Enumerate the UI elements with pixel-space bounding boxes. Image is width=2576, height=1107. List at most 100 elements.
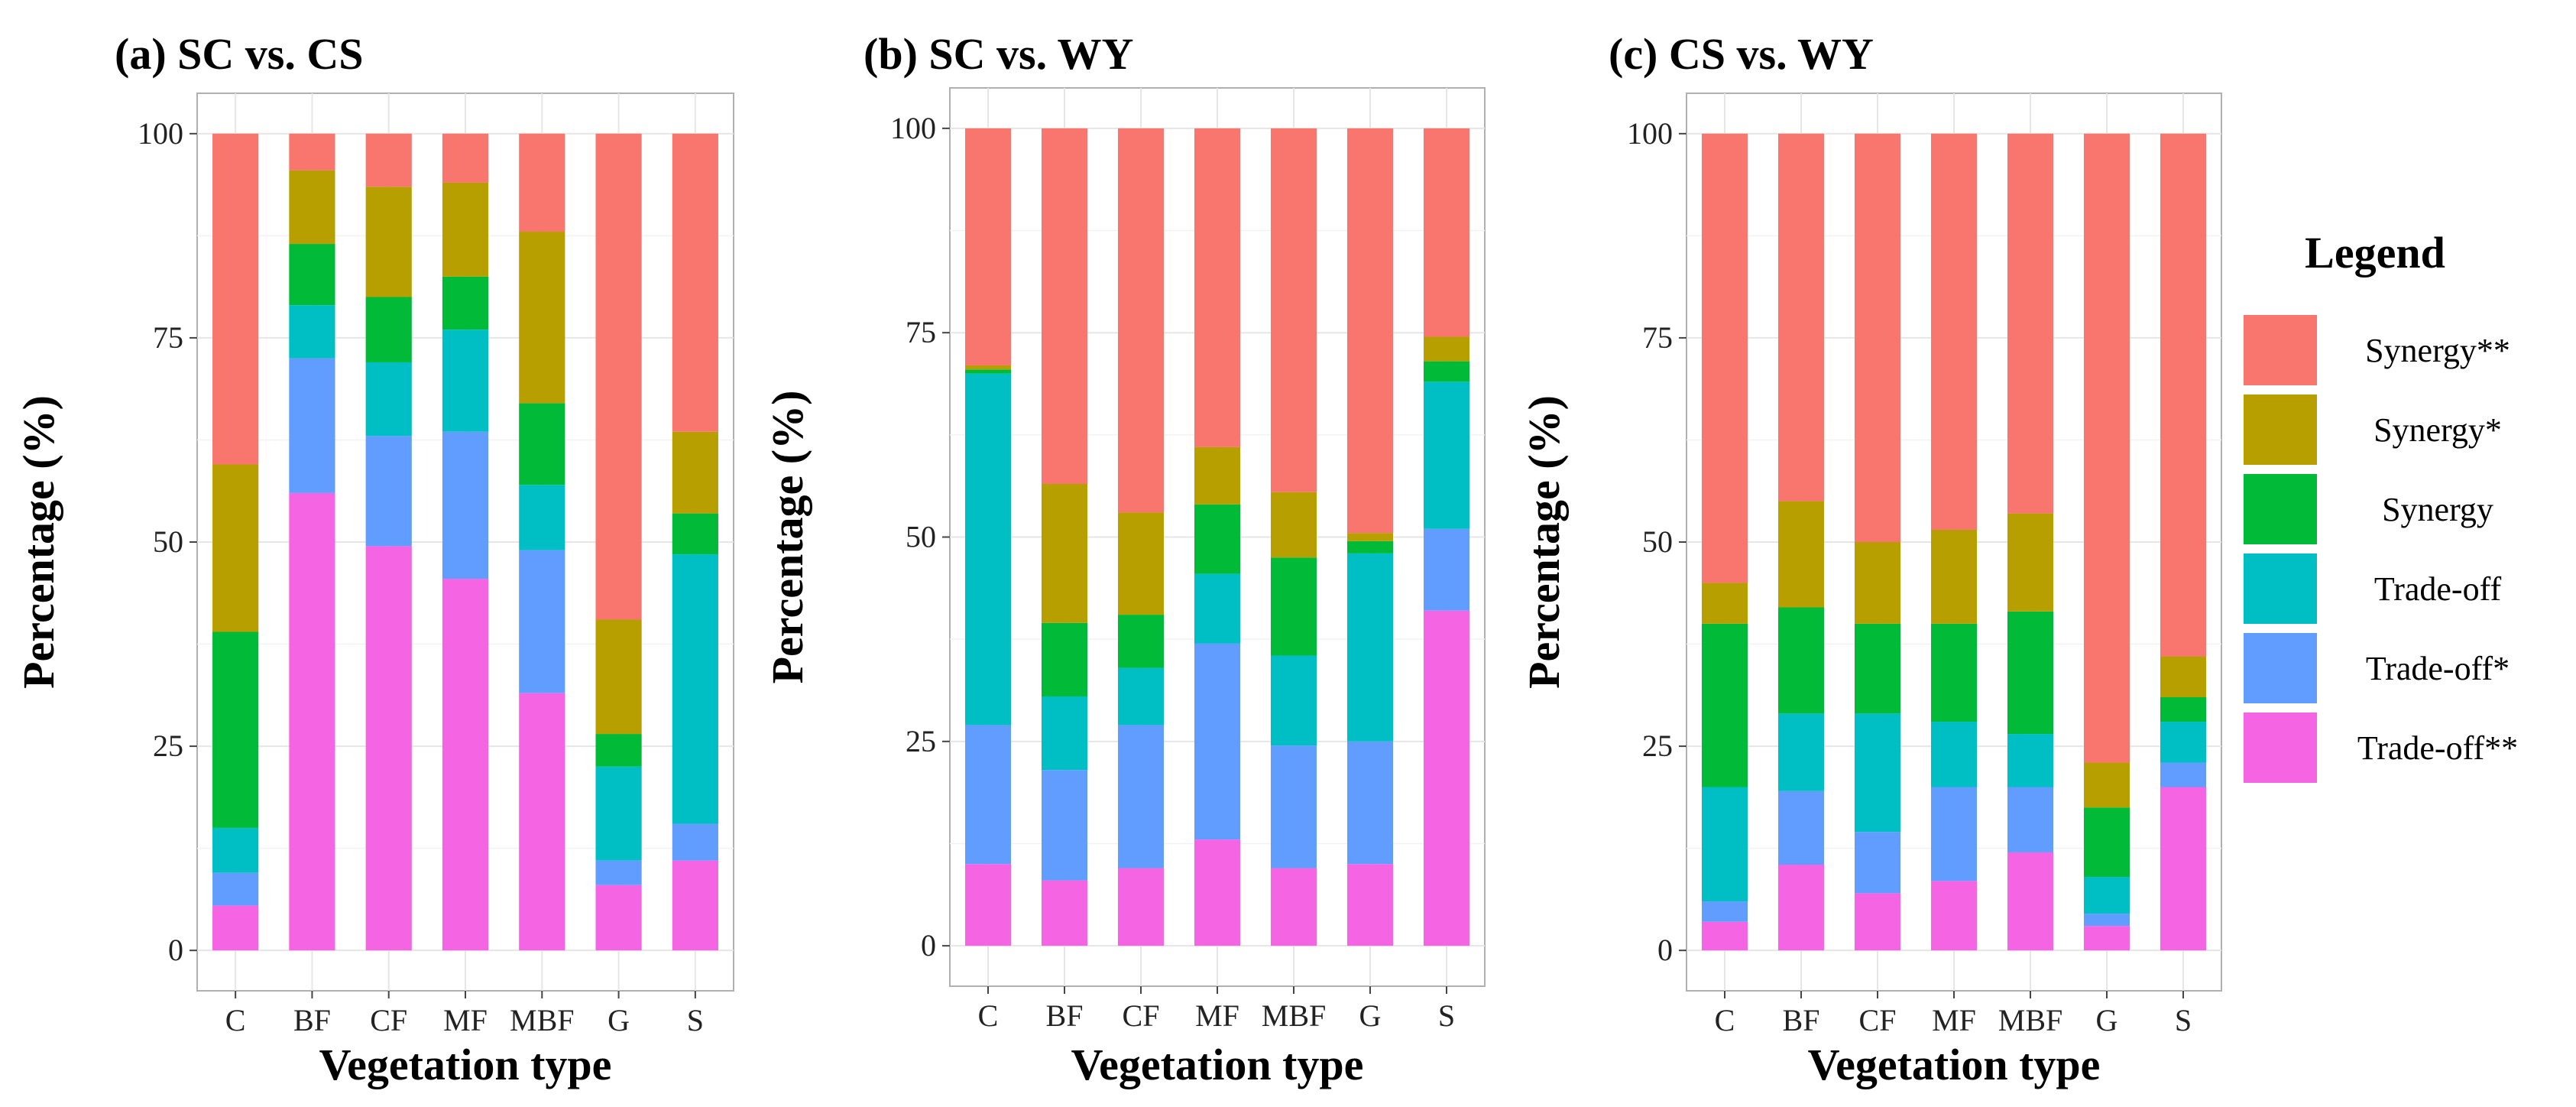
y-tick-label: 100 [1627,116,1673,151]
bar-segment-mbf-trade-offss [519,693,565,951]
bar-segment-mbf-synergyss [1271,128,1317,492]
bar-segment-mf-synergys [1931,529,1977,624]
bar-segment-mf-trade-offss [1931,881,1977,951]
bar-segment-cf-trade-offss [365,546,412,951]
bar-segment-mf-trade-offs [1194,643,1240,840]
bar-segment-g-synergy [2084,807,2130,878]
bar-segment-c-trade-off [965,373,1011,726]
bar-segment-c-synergy [965,369,1011,374]
bar-segment-s-trade-off [2160,722,2206,763]
bar-segment-s-trade-offs [1424,528,1469,611]
bar-segment-s-synergy [2160,696,2206,722]
legend-label: Synergy** [2365,332,2510,369]
bar-segment-g-synergy [595,734,642,767]
bar-segment-mf-synergyss [1194,128,1240,447]
y-tick-label: 50 [906,520,936,554]
x-tick-label: G [608,1003,630,1037]
y-tick-label: 0 [168,933,183,967]
bar-segment-s-synergyss [2160,133,2206,657]
x-tick-label: MBF [510,1003,575,1037]
legend-label: Synergy* [2373,411,2502,449]
y-tick-label: 25 [906,724,936,758]
x-axis-title: Vegetation type [319,1040,612,1089]
bar-segment-mf-trade-offss [1194,839,1240,946]
x-tick-label: CF [370,1003,407,1037]
bar-segment-mbf-trade-offs [1271,745,1317,868]
x-tick-label: CF [1859,1003,1897,1037]
bar-segment-c-trade-offs [965,725,1011,865]
bar-segment-g-trade-offss [595,885,642,951]
bar-segment-s-trade-off [1424,381,1469,529]
x-tick-label: G [2096,1003,2118,1037]
y-axis-title: Percentage (%) [1519,395,1569,689]
legend: Legend Synergy** Synergy* Synergy Trade-off T… [2241,228,2518,786]
x-tick-label: MF [443,1003,488,1037]
bar-segment-mbf-synergyss [2007,133,2053,514]
bar-segment-mf-synergy [442,276,489,330]
y-tick-label: 0 [1657,933,1673,967]
legend-label: Trade-off* [2366,650,2510,687]
bar-segment-bf-trade-offs [1778,790,1824,865]
bar-segment-cf-synergys [1118,512,1164,615]
bar-segment-cf-synergyss [1118,128,1164,513]
y-tick-label: 75 [1642,320,1673,355]
y-tick-label: 50 [153,524,183,559]
chart-panel-b: 0 25 50 75 100 C BF CF MF MBF G S (b) SC vs. WY Perce… [763,29,1486,1089]
bar-segment-cf-trade-offss [1118,868,1164,946]
bar-segment-c-trade-offs [1702,901,1748,922]
chart-panel-a: 0 25 50 75 100 C BF CF MF MBF G S (a) SC vs. CS Perce… [14,29,734,1089]
bar-segment-bf-trade-off [1778,713,1824,791]
y-tick-label: 25 [1642,729,1673,763]
bar-segment-s-synergy [1424,361,1469,382]
y-tick-label: 100 [890,111,936,145]
bar-segment-g-trade-offss [1347,864,1393,946]
bar-segment-c-synergys [212,464,259,632]
panel-title: (b) SC vs. WY [864,29,1133,79]
bar-segment-g-trade-off [2084,877,2130,914]
bar-segment-mbf-trade-off [519,485,565,550]
legend-label: Synergy [2382,491,2493,528]
bar-segment-mf-trade-offs [442,431,489,579]
bar-segment-cf-synergys [365,187,412,297]
bar-segment-cf-synergyss [365,133,412,187]
bar-segment-mf-synergyss [442,133,489,183]
bar-segment-mbf-synergy [1271,557,1317,656]
legend-key-trade-offss [2241,709,2320,786]
bar-segment-mf-synergy [1194,504,1240,574]
bar-segment-cf-synergy [365,297,412,362]
chart-panel-c: 0 25 50 75 100 C BF CF MF MBF G S (c) CS vs. WY Perce… [1519,29,2222,1089]
bar-segment-bf-synergyss [289,133,335,170]
bar-segment-mf-synergys [1194,446,1240,505]
bar-segment-bf-synergys [1042,483,1087,623]
bar-segment-mbf-synergys [2007,513,2053,612]
bar-segment-cf-synergy [1118,615,1164,668]
bar-segment-mbf-trade-offs [519,550,565,693]
bar-segment-cf-synergyss [1855,133,1900,542]
bar-segment-bf-synergyss [1042,128,1087,484]
x-tick-label: S [2175,1003,2192,1037]
bar-segment-c-trade-off [1702,787,1748,902]
x-tick-label: MF [1932,1003,1976,1037]
bar-segment-g-trade-offs [2084,914,2130,927]
bar-segment-s-trade-offss [2160,787,2206,951]
legend-title: Legend [2305,228,2445,278]
bar-segment-bf-synergy [289,244,335,306]
bar-segment-mf-trade-off [442,330,489,432]
bar-segment-s-trade-offss [1424,610,1469,946]
bar-segment-g-trade-offs [595,860,642,885]
x-tick-label: BF [1046,998,1084,1033]
bar-segment-g-synergys [595,619,642,735]
bar-segment-c-trade-offss [1702,921,1748,951]
x-tick-label: BF [1783,1003,1820,1037]
bar-segment-bf-synergy [1778,607,1824,714]
bar-segment-mbf-synergys [1271,492,1317,558]
bar-segment-bf-synergy [1042,622,1087,697]
bar-segment-mbf-trade-offss [1271,868,1317,946]
bar-segment-s-synergys [672,431,718,514]
bar-segment-g-synergyss [595,133,642,620]
bar-segment-cf-trade-offs [1118,725,1164,868]
bar-segment-bf-trade-off [1042,696,1087,771]
x-tick-label: C [978,998,999,1033]
x-tick-label: C [225,1003,246,1037]
